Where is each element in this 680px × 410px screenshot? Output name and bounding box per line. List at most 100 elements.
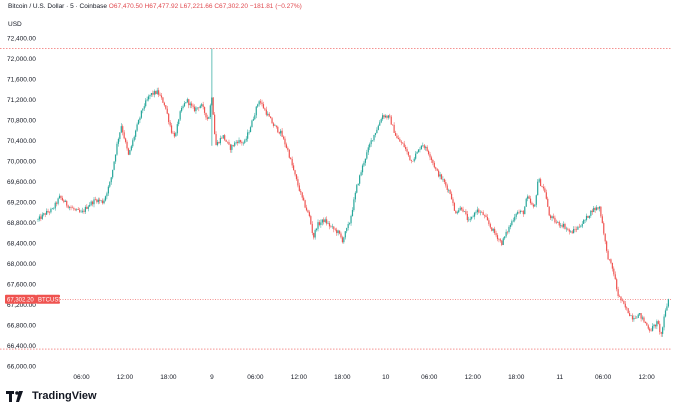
candle-body xyxy=(498,239,500,240)
candle-body xyxy=(604,233,606,242)
candle-body xyxy=(409,155,411,161)
tradingview-logo[interactable]: TradingView xyxy=(6,390,97,402)
candle-body xyxy=(318,222,321,225)
candle-body xyxy=(656,321,658,327)
candle-body xyxy=(97,199,99,203)
candle-body xyxy=(584,219,586,221)
candle-body xyxy=(651,326,654,331)
candle-body xyxy=(504,236,506,239)
candle-body xyxy=(305,207,308,211)
candle-body xyxy=(356,185,358,193)
candle-body xyxy=(476,209,478,213)
candle-body xyxy=(261,102,263,105)
brand-name: TradingView xyxy=(32,390,97,402)
candle-body xyxy=(172,132,174,134)
candle-body xyxy=(386,115,388,118)
candle-body xyxy=(552,216,555,218)
candle-body xyxy=(340,233,342,238)
candle-body xyxy=(571,231,573,234)
candle-body xyxy=(417,149,420,152)
candle-body xyxy=(502,238,504,245)
candle-body xyxy=(439,174,441,177)
candle-body xyxy=(624,303,626,308)
candle-body xyxy=(443,179,445,183)
candle-body xyxy=(462,209,464,212)
candle-body xyxy=(600,206,602,217)
x-tick-label: 12:00 xyxy=(117,374,134,381)
candle-body xyxy=(188,99,190,106)
x-tick-label: 06:00 xyxy=(73,374,90,381)
candle-body xyxy=(449,189,451,194)
candle-body xyxy=(64,200,66,202)
candle-body xyxy=(351,210,354,216)
candle-body xyxy=(531,202,533,205)
candle-body xyxy=(244,140,246,143)
candle-body xyxy=(436,168,438,171)
candle-body xyxy=(568,229,570,232)
candle-body xyxy=(116,143,118,155)
candle-body xyxy=(396,135,398,139)
y-tick-label: 67,600.00 xyxy=(7,281,36,288)
candle-body xyxy=(364,158,366,163)
candle-body xyxy=(541,186,543,187)
candle-body xyxy=(48,212,51,213)
candle-body xyxy=(603,223,605,234)
candle-body xyxy=(425,146,427,148)
candle-body xyxy=(235,141,237,143)
candle-body xyxy=(114,154,117,162)
price-axis[interactable]: 66,000.00 66,400.00 66,800.00 67,200.00 67,6… xyxy=(7,36,36,371)
candle-body xyxy=(122,126,124,133)
y-tick-label: 69,200.00 xyxy=(7,199,36,206)
candle-body xyxy=(294,170,296,175)
candle-body xyxy=(511,221,513,226)
candle-body xyxy=(489,224,491,228)
candle-body xyxy=(46,210,48,215)
candle-body xyxy=(66,200,68,206)
candle-body xyxy=(558,221,560,226)
candle-body xyxy=(343,237,345,243)
candle-body xyxy=(438,170,440,177)
candle-body xyxy=(252,119,254,121)
candle-body xyxy=(37,219,39,221)
candle-body xyxy=(535,195,537,205)
candle-body xyxy=(202,104,204,108)
candle-body xyxy=(433,162,435,168)
candle-body xyxy=(262,104,265,109)
candle-body xyxy=(650,330,652,332)
candle-body xyxy=(601,216,603,224)
candle-body xyxy=(353,199,355,211)
candle-body xyxy=(43,213,45,215)
candle-body xyxy=(392,124,394,126)
reference-lines xyxy=(0,48,672,350)
candle-body xyxy=(354,192,356,200)
candle-body xyxy=(126,141,128,149)
candle-body xyxy=(554,217,556,223)
candle-body xyxy=(277,126,279,133)
candlestick-chart[interactable]: 66,000.00 66,400.00 66,800.00 67,200.00 67,6… xyxy=(0,0,680,390)
candle-body xyxy=(629,313,631,316)
candle-body xyxy=(595,207,598,210)
candle-body xyxy=(229,144,232,150)
candle-body xyxy=(264,108,266,110)
candle-body xyxy=(249,127,252,133)
candle-body xyxy=(416,151,418,154)
candle-body xyxy=(445,182,447,186)
candle-body xyxy=(585,215,588,220)
candle-body xyxy=(591,210,593,213)
candle-body xyxy=(501,240,503,245)
candle-body xyxy=(413,158,415,162)
candle-body xyxy=(87,206,89,209)
candle-body xyxy=(96,199,98,203)
time-axis[interactable]: 06:00 12:00 18:00 9 06:00 12:00 18:00 10 06:00 12… xyxy=(73,374,655,381)
candle-body xyxy=(314,230,316,238)
candle-body xyxy=(472,216,474,218)
candle-body xyxy=(57,198,59,204)
candle-body xyxy=(285,144,288,148)
candle-body xyxy=(127,148,130,155)
candle-body xyxy=(577,226,579,230)
candle-body xyxy=(218,142,220,144)
candle-body xyxy=(324,219,326,223)
candle-body xyxy=(403,143,405,148)
candle-body xyxy=(112,169,114,178)
candle-body xyxy=(281,130,283,137)
